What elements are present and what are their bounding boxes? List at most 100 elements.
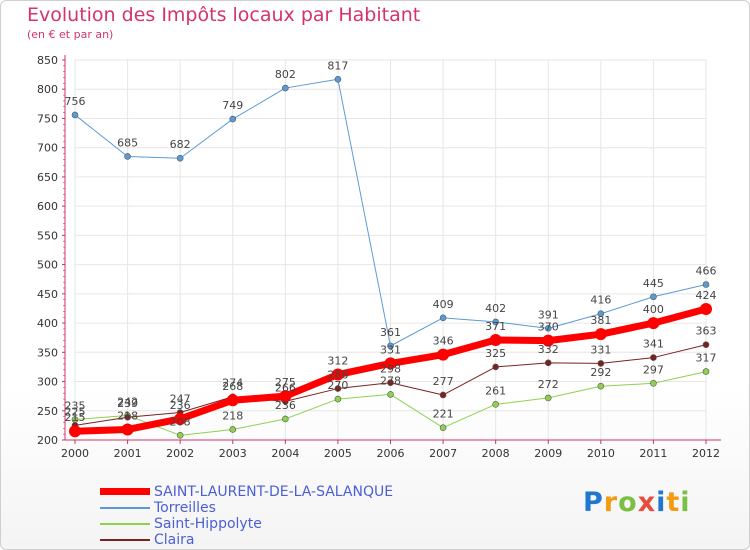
point-saint-laurent-de-la-salanque-2010 [594, 328, 607, 341]
data-label-torreilles-2001: 685 [117, 136, 138, 149]
data-label-saint-laurent-de-la-salanque-2005: 312 [327, 355, 348, 368]
point-torreilles-2009 [544, 325, 552, 332]
data-label-saint-hippolyte-2009: 272 [538, 378, 559, 391]
y-tick-label-550: 550 [37, 229, 58, 242]
point-saint-laurent-de-la-salanque-2011 [647, 317, 660, 330]
y-tick-label-500: 500 [37, 259, 58, 272]
point-claira-2012 [702, 341, 710, 349]
point-claira-2010 [597, 360, 605, 367]
point-torreilles-2005 [334, 75, 342, 83]
y-tick-label-300: 300 [37, 376, 58, 389]
x-tick-label-2011: 2011 [639, 447, 667, 460]
point-torreilles-2002 [176, 154, 184, 162]
point-torreilles-2012 [702, 281, 710, 288]
legend-swatch-torreilles [100, 507, 150, 509]
point-saint-laurent-de-la-salanque-2007 [437, 348, 450, 361]
data-label-saint-laurent-de-la-salanque-2011: 400 [643, 303, 664, 316]
data-label-saint-hippolyte-2011: 297 [643, 363, 664, 376]
point-saint-hippolyte-2006 [387, 391, 394, 398]
point-torreilles-2010 [597, 310, 605, 318]
x-tick-label-2004: 2004 [271, 447, 299, 460]
data-label-torreilles-2003: 749 [222, 99, 243, 112]
data-label-torreilles-2000: 756 [65, 95, 86, 108]
data-label-torreilles-2005: 817 [327, 59, 348, 72]
point-torreilles-2011 [650, 293, 657, 301]
point-saint-laurent-de-la-salanque-2012 [700, 303, 712, 316]
y-tick-label-350: 350 [37, 346, 58, 359]
legend-label-saint-laurent: SAINT-LAURENT-DE-LA-SALANQUE [154, 484, 394, 500]
data-label-torreilles-2008: 402 [485, 302, 506, 315]
x-tick-label-2002: 2002 [166, 447, 194, 460]
data-label-claira-2000: 225 [65, 405, 86, 418]
data-label-saint-laurent-de-la-salanque-2010: 381 [590, 314, 611, 327]
point-saint-laurent-de-la-salanque-2006 [384, 357, 397, 370]
point-torreilles-2007 [439, 314, 447, 322]
y-tick-label-800: 800 [37, 83, 58, 96]
point-saint-hippolyte-2008 [492, 401, 499, 408]
logo-letter: P [583, 487, 604, 518]
point-torreilles-2001 [124, 153, 131, 160]
point-claira-2007 [439, 391, 447, 399]
data-label-saint-laurent-de-la-salanque-2002: 236 [170, 399, 191, 412]
x-tick-label-2001: 2001 [114, 447, 142, 460]
point-claira-2008 [492, 363, 499, 371]
data-label-saint-laurent-de-la-salanque-2001: 218 [117, 409, 138, 422]
x-tick-label-2003: 2003 [219, 447, 247, 460]
data-label-saint-laurent-de-la-salanque-2009: 370 [538, 321, 559, 334]
data-label-torreilles-2011: 445 [643, 277, 664, 290]
data-labels: 756 685 682 749 802 817 361 409 402 391 416 445 466 2… [65, 59, 717, 428]
data-label-torreilles-2009: 391 [538, 308, 559, 321]
point-claira-2006 [387, 379, 394, 387]
data-label-saint-hippolyte-2006: 278 [380, 374, 401, 387]
data-label-saint-hippolyte-2000: 235 [65, 400, 86, 413]
data-label-claira-2008: 325 [485, 347, 506, 360]
x-tick-label-2012: 2012 [692, 447, 720, 460]
y-tick-label-650: 650 [37, 171, 58, 184]
x-tick-label-2000: 2000 [61, 447, 89, 460]
chart-subtitle: (en € et par an) [27, 28, 114, 41]
y-tick-label-700: 700 [37, 142, 58, 155]
point-saint-hippolyte-2012 [702, 368, 710, 375]
data-label-saint-laurent-de-la-salanque-2006: 331 [380, 343, 401, 356]
data-label-torreilles-2007: 409 [433, 298, 454, 311]
data-label-saint-hippolyte-2007: 221 [433, 408, 454, 421]
data-label-claira-2010: 331 [590, 343, 611, 356]
data-label-claira-2012: 363 [696, 325, 717, 338]
data-label-claira-2011: 341 [643, 338, 664, 351]
axes: 200 250 300 350 400 450 500 550 600 650 700 750 800 8… [37, 54, 721, 460]
data-label-torreilles-2012: 466 [696, 264, 717, 277]
point-saint-laurent-de-la-salanque-2002 [174, 412, 187, 425]
y-tick-label-600: 600 [37, 200, 58, 213]
data-label-saint-hippolyte-2010: 292 [590, 366, 611, 379]
data-label-saint-laurent-de-la-salanque-2000: 215 [65, 411, 86, 424]
point-saint-hippolyte-2002 [176, 432, 184, 439]
legend-swatch-claira [100, 539, 150, 541]
point-claira-2005 [334, 385, 342, 392]
logo-letter: t [666, 487, 681, 518]
data-label-claira-2005: 288 [327, 369, 348, 382]
point-claira-2001 [124, 413, 131, 421]
legend-swatch-saint-laurent [100, 488, 150, 495]
data-label-claira-2004: 266 [275, 381, 296, 394]
x-tick-label-2005: 2005 [324, 447, 352, 460]
x-tick-label-2008: 2008 [482, 447, 510, 460]
point-saint-hippolyte-2010 [597, 382, 605, 390]
data-label-saint-laurent-de-la-salanque-2003: 268 [222, 380, 243, 393]
x-tick-label-2006: 2006 [377, 447, 405, 460]
data-label-saint-laurent-de-la-salanque-2012: 424 [696, 289, 717, 302]
data-label-claira-2006: 298 [380, 363, 401, 376]
y-tick-label-750: 750 [37, 112, 58, 125]
y-tick-label-250: 250 [37, 405, 58, 418]
point-saint-laurent-de-la-salanque-2004 [279, 390, 292, 403]
y-tick-label-200: 200 [37, 434, 58, 447]
data-label-saint-hippolyte-2002: 208 [170, 415, 191, 428]
x-tick-label-2007: 2007 [429, 447, 457, 460]
logo-letter: r [603, 487, 619, 518]
legend-label-claira: Claira [154, 532, 195, 548]
data-label-saint-hippolyte-2012: 317 [696, 352, 717, 365]
data-label-claira-2007: 277 [433, 375, 454, 388]
point-saint-laurent-de-la-salanque-2009 [542, 334, 555, 347]
x-tick-label-2010: 2010 [587, 447, 615, 460]
